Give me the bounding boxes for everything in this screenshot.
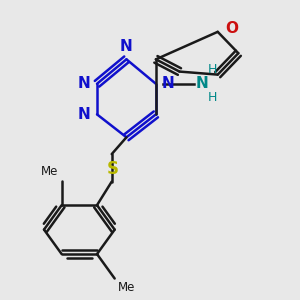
Text: O: O	[225, 21, 238, 36]
Text: Me: Me	[41, 165, 59, 178]
Text: N: N	[78, 107, 91, 122]
Text: N: N	[161, 76, 174, 91]
Text: N: N	[196, 76, 208, 91]
Text: N: N	[120, 39, 133, 54]
Text: Me: Me	[118, 281, 135, 294]
Text: H: H	[207, 92, 217, 104]
Text: S: S	[107, 160, 119, 178]
Text: H: H	[207, 63, 217, 76]
Text: N: N	[78, 76, 91, 91]
